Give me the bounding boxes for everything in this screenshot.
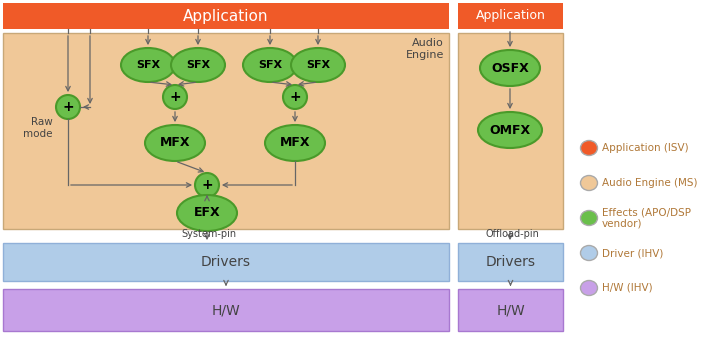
Text: System-pin: System-pin: [182, 229, 236, 239]
Ellipse shape: [145, 125, 205, 161]
Text: +: +: [201, 178, 213, 192]
Text: Application: Application: [183, 8, 269, 24]
Text: OSFX: OSFX: [491, 61, 529, 74]
Ellipse shape: [580, 280, 597, 296]
Ellipse shape: [478, 112, 542, 148]
Ellipse shape: [121, 48, 175, 82]
Bar: [3, 289, 449, 331]
Text: Effects (APO/DSP
vendor): Effects (APO/DSP vendor): [602, 207, 691, 229]
Ellipse shape: [291, 48, 345, 82]
Text: Drivers: Drivers: [485, 255, 536, 269]
Ellipse shape: [580, 211, 597, 225]
Text: MFX: MFX: [280, 136, 310, 150]
Ellipse shape: [480, 50, 540, 86]
Text: Driver (IHV): Driver (IHV): [602, 248, 663, 258]
Text: H/W: H/W: [212, 303, 241, 317]
Bar: [458, 289, 563, 331]
Text: EFX: EFX: [194, 207, 220, 219]
Bar: [3, 243, 449, 281]
Bar: [458, 33, 563, 229]
Ellipse shape: [177, 195, 237, 231]
Ellipse shape: [243, 48, 297, 82]
Bar: [458, 243, 563, 281]
Bar: [458, 3, 563, 29]
Text: MFX: MFX: [159, 136, 190, 150]
Text: H/W: H/W: [496, 303, 525, 317]
Ellipse shape: [580, 245, 597, 261]
Bar: [3, 3, 449, 29]
Text: Offload-pin: Offload-pin: [485, 229, 539, 239]
Text: Audio Engine (MS): Audio Engine (MS): [602, 178, 697, 188]
Text: Raw
mode: Raw mode: [24, 117, 53, 139]
Ellipse shape: [580, 176, 597, 190]
Text: Audio
Engine: Audio Engine: [406, 38, 444, 60]
Text: +: +: [289, 90, 301, 104]
Ellipse shape: [580, 141, 597, 155]
Ellipse shape: [265, 125, 325, 161]
Ellipse shape: [163, 85, 187, 109]
Text: SFX: SFX: [186, 60, 210, 70]
Text: +: +: [62, 100, 74, 114]
Text: OMFX: OMFX: [490, 123, 531, 136]
Text: +: +: [169, 90, 181, 104]
Text: SFX: SFX: [306, 60, 330, 70]
Text: Application (ISV): Application (ISV): [602, 143, 689, 153]
Text: Drivers: Drivers: [201, 255, 251, 269]
Ellipse shape: [195, 173, 219, 197]
Text: SFX: SFX: [136, 60, 160, 70]
Text: Application: Application: [475, 9, 546, 23]
Ellipse shape: [283, 85, 307, 109]
Text: SFX: SFX: [258, 60, 282, 70]
Ellipse shape: [56, 95, 80, 119]
Bar: [3, 33, 449, 229]
Ellipse shape: [171, 48, 225, 82]
Text: H/W (IHV): H/W (IHV): [602, 283, 653, 293]
